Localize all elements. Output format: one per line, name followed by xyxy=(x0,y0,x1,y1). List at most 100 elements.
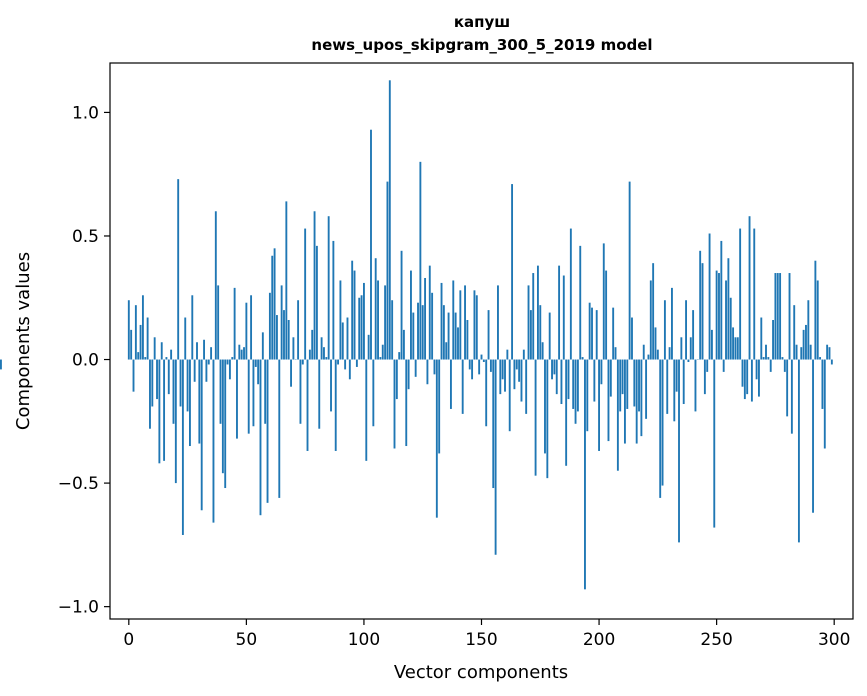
bar-component-194 xyxy=(584,359,586,590)
bar-component-161 xyxy=(506,349,509,360)
bar-component-185 xyxy=(562,275,565,360)
bar-component-49 xyxy=(243,347,245,360)
bar-component-234 xyxy=(678,359,680,543)
bar-component-241 xyxy=(694,359,697,412)
bar-component-116 xyxy=(400,250,403,360)
bar-component-108 xyxy=(381,344,384,360)
bar-component-210 xyxy=(621,359,624,395)
x-axis-label: Vector components xyxy=(394,662,568,683)
bar-component-113 xyxy=(393,359,396,449)
bar-component-221 xyxy=(647,354,650,360)
y-tick-label: 1.0 xyxy=(72,103,99,123)
bar-component-184 xyxy=(560,359,563,405)
bar-component-147 xyxy=(473,290,476,360)
bar-component-174 xyxy=(536,265,539,360)
bar-component-68 xyxy=(287,320,290,360)
bar-component-193 xyxy=(581,357,584,360)
bar-component-253 xyxy=(722,359,725,372)
bar-component-166 xyxy=(518,359,521,382)
bar-component-27 xyxy=(191,295,194,360)
bar-component-88 xyxy=(334,359,337,451)
bar-component-252 xyxy=(720,240,723,360)
bar-component-138 xyxy=(452,280,455,360)
x-tick-label: 250 xyxy=(700,630,732,650)
bar-component-130 xyxy=(433,359,436,375)
bar-component-290 xyxy=(809,344,812,360)
bar-component-75 xyxy=(304,228,307,360)
bar-component-94 xyxy=(348,359,351,380)
bar-component-283 xyxy=(793,305,796,360)
bar-component-129 xyxy=(431,292,434,360)
bar-component-99 xyxy=(360,295,363,360)
bar-component-57 xyxy=(261,332,264,360)
bar-component-72 xyxy=(297,300,300,360)
bar-component-125 xyxy=(421,305,424,360)
bar-component-223 xyxy=(652,263,655,360)
bar-component-139 xyxy=(454,312,457,360)
bar-component-183 xyxy=(558,265,561,360)
bar-component-143 xyxy=(464,285,466,360)
bar-component-104 xyxy=(372,359,375,427)
bar-component-211 xyxy=(623,359,626,444)
bar-component-91 xyxy=(341,322,344,360)
bar-component-51 xyxy=(247,359,250,434)
bar-component-264 xyxy=(748,216,751,360)
bar-component-18 xyxy=(170,349,173,360)
bar-component-156 xyxy=(494,359,497,555)
bar-component-76 xyxy=(306,359,309,451)
bar-component-205 xyxy=(609,359,612,397)
bar-component-32 xyxy=(203,339,205,360)
bar-component-9 xyxy=(149,359,151,429)
bar-component-259 xyxy=(736,337,739,360)
bar-component-208 xyxy=(616,359,619,471)
bar-component-198 xyxy=(593,359,596,402)
bar-component-46 xyxy=(236,359,238,439)
bar-component-199 xyxy=(595,310,598,360)
bar-component-126 xyxy=(424,277,427,360)
bar-component-29 xyxy=(196,342,198,360)
bar-component-81 xyxy=(318,359,321,429)
bar-component-137 xyxy=(449,359,452,409)
y-tick-label: −1.0 xyxy=(58,598,99,618)
bar-component-114 xyxy=(395,359,398,400)
bar-component-79 xyxy=(313,211,316,360)
bar-component-54 xyxy=(254,359,257,367)
bar-component-83 xyxy=(323,347,325,360)
bar-component-231 xyxy=(671,287,673,360)
bar-component-106 xyxy=(377,280,379,360)
bar-component-20 xyxy=(174,359,177,484)
bar-component-135 xyxy=(445,342,448,360)
bar-component-212 xyxy=(626,359,629,409)
bar-component-134 xyxy=(442,305,445,360)
bar-component-131 xyxy=(435,359,438,518)
bar-component-120 xyxy=(410,270,412,360)
bar-component-197 xyxy=(591,307,593,360)
bar-component-11 xyxy=(153,337,156,360)
bar-component-248 xyxy=(710,329,713,360)
bar-component-230 xyxy=(668,347,671,360)
bar-component-86 xyxy=(330,359,332,412)
bar-component-154 xyxy=(489,359,492,372)
bar-component-124 xyxy=(419,161,422,360)
bar-component-69 xyxy=(290,359,292,387)
bar-component-98 xyxy=(358,297,361,360)
bar-component-191 xyxy=(576,359,579,412)
bar-component-225 xyxy=(656,349,659,360)
bar-component-280 xyxy=(786,359,789,417)
bar-component-254 xyxy=(725,280,727,360)
bar-component-43 xyxy=(228,359,231,380)
bar-component-224 xyxy=(654,327,657,360)
bar-component-103 xyxy=(370,129,372,360)
bar-component-7 xyxy=(144,357,147,360)
bar-component-122 xyxy=(414,359,417,377)
bar-component-74 xyxy=(301,359,304,365)
bar-component-0 xyxy=(127,300,130,360)
plot-frame xyxy=(109,62,854,620)
bar-component-50 xyxy=(245,302,248,360)
bar-component-67 xyxy=(285,201,288,360)
bar-component-115 xyxy=(398,352,401,360)
bar-component-260 xyxy=(739,228,742,360)
bar-component-52 xyxy=(250,295,253,360)
bar-component-24 xyxy=(184,317,187,360)
